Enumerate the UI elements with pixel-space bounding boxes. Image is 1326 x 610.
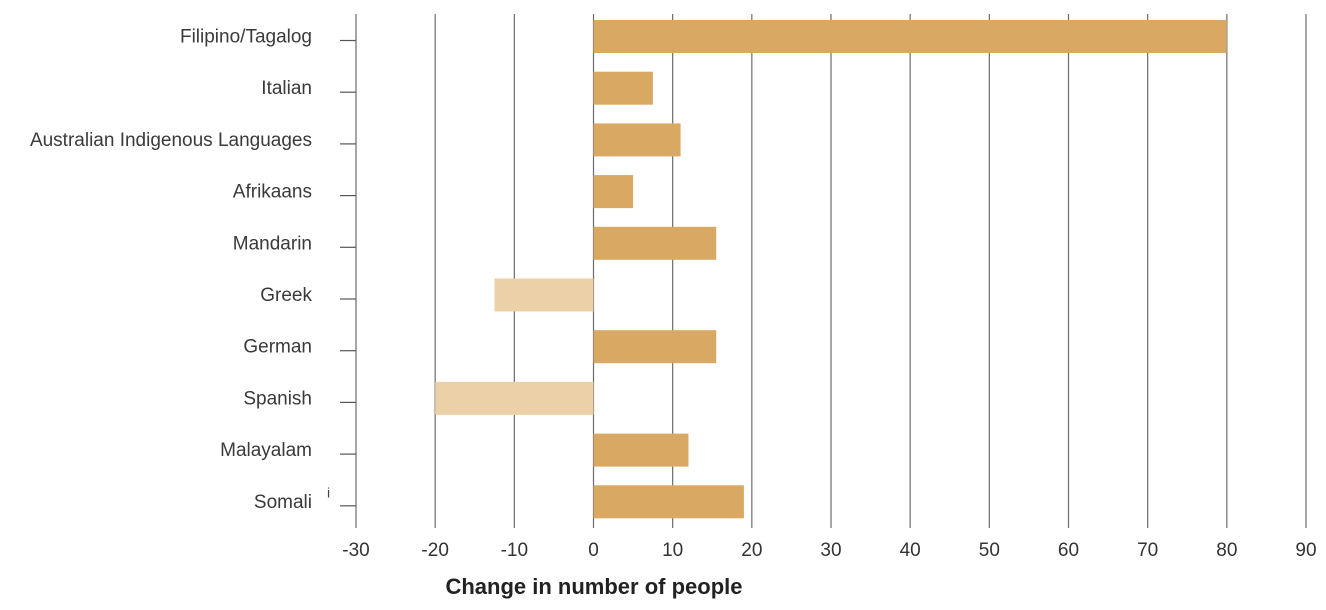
x-tick-label: -30 — [342, 540, 369, 561]
x-axis-title: Change in number of people — [445, 574, 742, 599]
x-tick-label: 10 — [662, 540, 683, 561]
x-tick-label: 20 — [741, 540, 762, 561]
category-label: Afrikaans — [233, 182, 312, 203]
category-label: Malayalam — [220, 440, 312, 461]
bar-3 — [594, 175, 634, 208]
x-axis-tick-labels: -30 -20 -10 0 10 20 30 40 50 60 70 80 90 — [342, 540, 1316, 561]
category-label: Spanish — [243, 388, 312, 409]
bar-1 — [594, 72, 653, 105]
bar-4 — [594, 227, 717, 260]
somali-note-marker: i — [327, 484, 330, 500]
x-tick-label: 70 — [1137, 540, 1158, 561]
x-tick-label: 90 — [1295, 540, 1316, 561]
x-tick-label: 60 — [1058, 540, 1079, 561]
category-label: Mandarin — [233, 233, 312, 254]
gridlines — [356, 14, 1306, 528]
bar-0 — [594, 20, 1227, 53]
category-labels: Filipino/Tagalog Italian Australian Indige… — [30, 27, 313, 513]
category-label: Australian Indigenous Languages — [30, 130, 312, 151]
bar-2 — [594, 123, 681, 156]
category-label: Italian — [261, 78, 312, 99]
y-axis-ticks — [340, 41, 356, 506]
bar-7 — [435, 382, 593, 415]
x-tick-label: 40 — [900, 540, 921, 561]
bar-5 — [495, 279, 594, 312]
x-tick-label: 0 — [588, 540, 599, 561]
x-tick-label: 80 — [1216, 540, 1237, 561]
bar-8 — [594, 434, 689, 467]
x-tick-label: 30 — [820, 540, 841, 561]
category-label: Somali — [254, 492, 312, 513]
x-tick-label: -20 — [421, 540, 448, 561]
bar-9 — [594, 485, 744, 518]
category-label: Filipino/Tagalog — [180, 27, 312, 48]
category-label: German — [243, 337, 312, 358]
category-label: Greek — [260, 285, 312, 306]
bar-6 — [594, 330, 717, 363]
x-tick-label: 50 — [979, 540, 1000, 561]
x-tick-label: -10 — [501, 540, 528, 561]
